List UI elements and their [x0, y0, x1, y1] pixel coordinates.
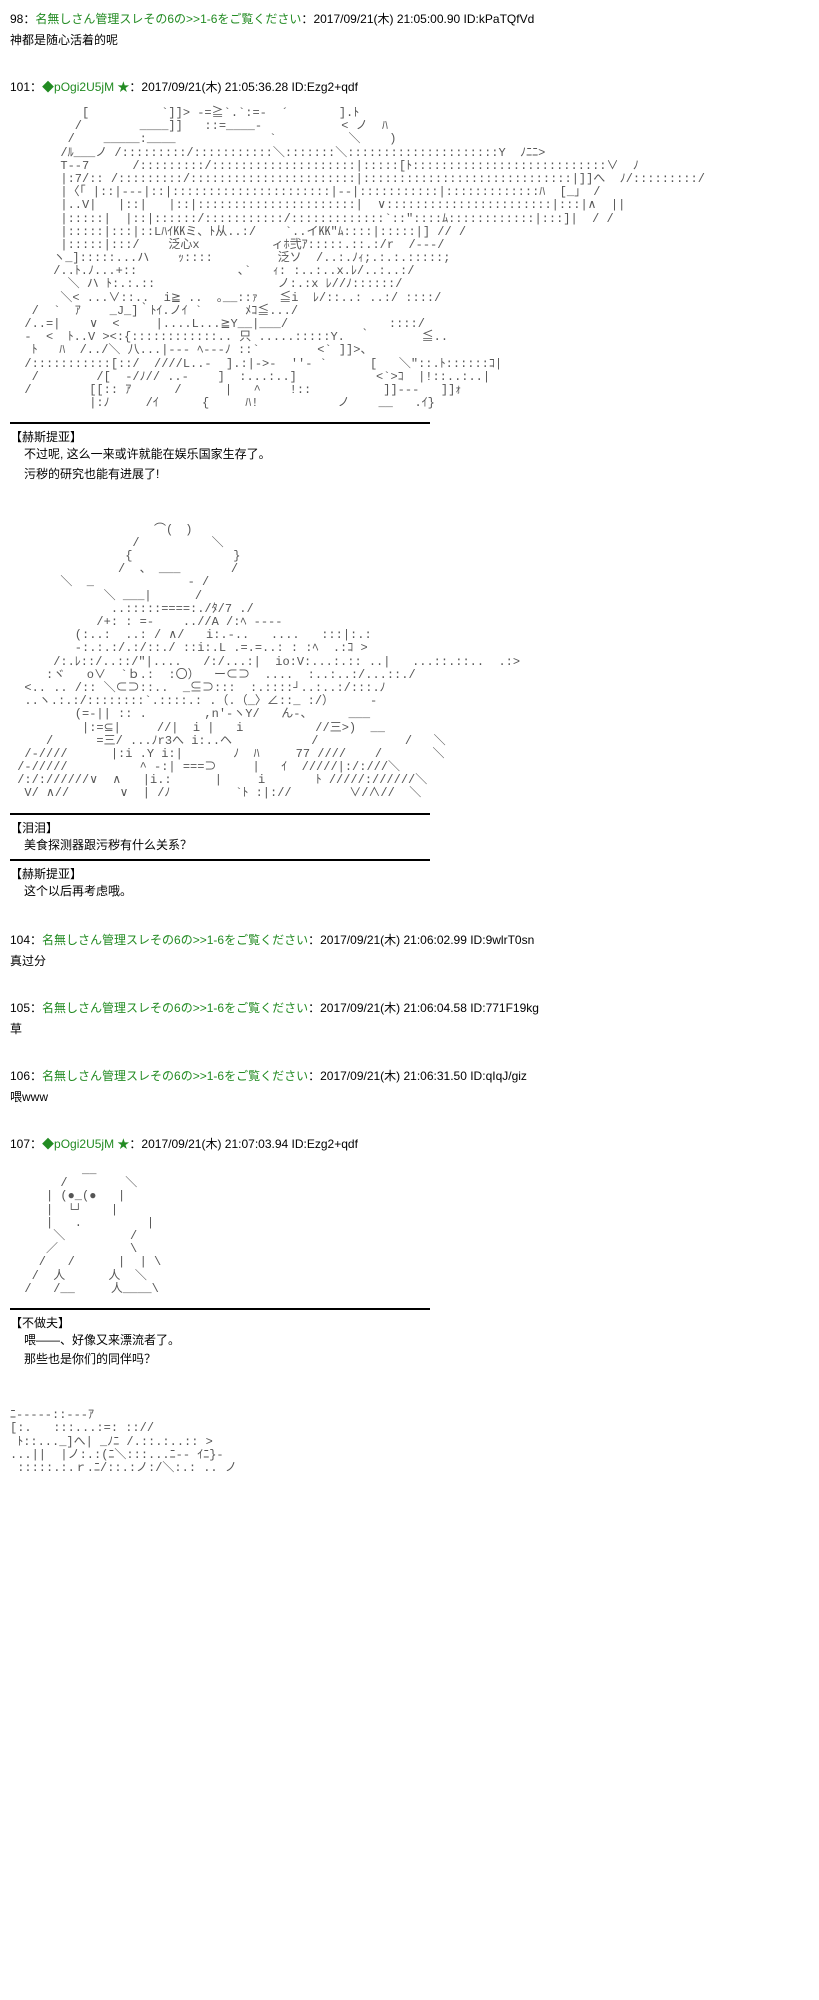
dialogue-line: 这个以后再考虑哦。: [24, 882, 819, 901]
post-name: 名無しさん管理スレその6の>>1-6をご覧ください: [42, 1069, 308, 1083]
post-date: 2017/09/21(木) 21:06:02.99: [320, 933, 467, 947]
post-105: 105：名無しさん管理スレその6の>>1-6をご覧ください：2017/09/21…: [10, 999, 819, 1037]
divider: [10, 859, 430, 861]
dialogue-line: 喂——、好像又来漂流者了。: [24, 1331, 819, 1350]
post-body: 真过分: [10, 952, 819, 969]
post-104: 104：名無しさん管理スレその6の>>1-6をご覧ください：2017/09/21…: [10, 931, 819, 969]
post-body: __ / ＼ | (●_(● | | └┘ | | . | ＼ / ／ \ / …: [10, 1164, 819, 1475]
speaker-label: 【赫斯提亚】: [10, 865, 819, 882]
post-name: 名無しさん管理スレその6の>>1-6をご覧ください: [42, 933, 308, 947]
post-number: 106: [10, 1069, 30, 1083]
divider: [10, 1308, 430, 1310]
ascii-art-yaranaio: __ / ＼ | (●_(● | | └┘ | | . | ＼ / ／ \ / …: [10, 1164, 819, 1296]
post-name: 名無しさん管理スレその6の>>1-6をご覧ください: [42, 1001, 308, 1015]
post-body: 神都是随心活着的呢: [10, 31, 819, 48]
post-107: 107：◆pOgi2U5jM ★：2017/09/21(木) 21:07:03.…: [10, 1135, 819, 1475]
post-date: 2017/09/21(木) 21:05:00.90: [313, 12, 460, 26]
post-name: 名無しさん管理スレその6の>>1-6をご覧ください: [35, 12, 301, 26]
post-98: 98：名無しさん管理スレその6の>>1-6をご覧ください：2017/09/21(…: [10, 10, 819, 48]
post-body: [ `]]> -=≧`.`:=- ´ ].ﾄ / ____]] ::=____-…: [10, 107, 819, 901]
post-date: 2017/09/21(木) 21:07:03.94: [141, 1137, 288, 1151]
post-number: 105: [10, 1001, 30, 1015]
post-trip: ◆pOgi2U5jM ★: [42, 1137, 129, 1151]
dialogue-line: 那些也是你们的同伴吗？: [24, 1350, 819, 1369]
post-id: 771F19kg: [486, 1001, 539, 1015]
post-106: 106：名無しさん管理スレその6の>>1-6をご覧ください：2017/09/21…: [10, 1067, 819, 1105]
post-number: 107: [10, 1137, 30, 1151]
post-id: Ezg2+qdf: [307, 80, 358, 94]
speaker-label: 【赫斯提亚】: [10, 428, 819, 445]
post-body: 喂www: [10, 1088, 819, 1105]
post-101: 101：◆pOgi2U5jM ★：2017/09/21(木) 21:05:36.…: [10, 78, 819, 901]
post-header: 101：◆pOgi2U5jM ★：2017/09/21(木) 21:05:36.…: [10, 78, 819, 95]
post-header: 104：名無しさん管理スレその6の>>1-6をご覧ください：2017/09/21…: [10, 931, 819, 948]
ascii-art-hestia: [ `]]> -=≧`.`:=- ´ ].ﾄ / ____]] ::=____-…: [10, 107, 819, 410]
post-header: 98：名無しさん管理スレその6の>>1-6をご覧ください：2017/09/21(…: [10, 10, 819, 27]
post-id: 9wlrT0sn: [486, 933, 535, 947]
post-id: Ezg2+qdf: [307, 1137, 358, 1151]
post-number: 104: [10, 933, 30, 947]
post-trip: ◆pOgi2U5jM ★: [42, 80, 129, 94]
post-header: 105：名無しさん管理スレその6の>>1-6をご覧ください：2017/09/21…: [10, 999, 819, 1016]
post-body: 草: [10, 1020, 819, 1037]
post-date: 2017/09/21(木) 21:06:04.58: [320, 1001, 467, 1015]
post-header: 107：◆pOgi2U5jM ★：2017/09/21(木) 21:07:03.…: [10, 1135, 819, 1152]
post-date: 2017/09/21(木) 21:06:31.50: [320, 1069, 467, 1083]
speaker-label: 【泪泪】: [10, 819, 819, 836]
dialogue-line: 污秽的研究也能有进展了!: [24, 465, 819, 484]
ascii-art-neptune: ⌒( ) / ＼ { } / 、 ___ / ＼ _ - / ＼ ___| / …: [10, 524, 819, 801]
post-id: kPaTQfVd: [479, 12, 534, 26]
ascii-art-fragment: ﾆ-----::---ｱ [:. :::...:=: ::// ﾄ::..._]…: [10, 1409, 819, 1475]
post-id: qIqJ/giz: [486, 1069, 527, 1083]
divider: [10, 813, 430, 815]
post-number: 98: [10, 12, 23, 26]
post-number: 101: [10, 80, 30, 94]
dialogue-line: 不过呢, 这么一来或许就能在娱乐国家生存了。: [24, 445, 819, 464]
speaker-label: 【不做夫】: [10, 1314, 819, 1331]
divider: [10, 422, 430, 424]
post-date: 2017/09/21(木) 21:05:36.28: [141, 80, 288, 94]
post-header: 106：名無しさん管理スレその6の>>1-6をご覧ください：2017/09/21…: [10, 1067, 819, 1084]
dialogue-line: 美食探测器跟污秽有什么关系？: [24, 836, 819, 855]
